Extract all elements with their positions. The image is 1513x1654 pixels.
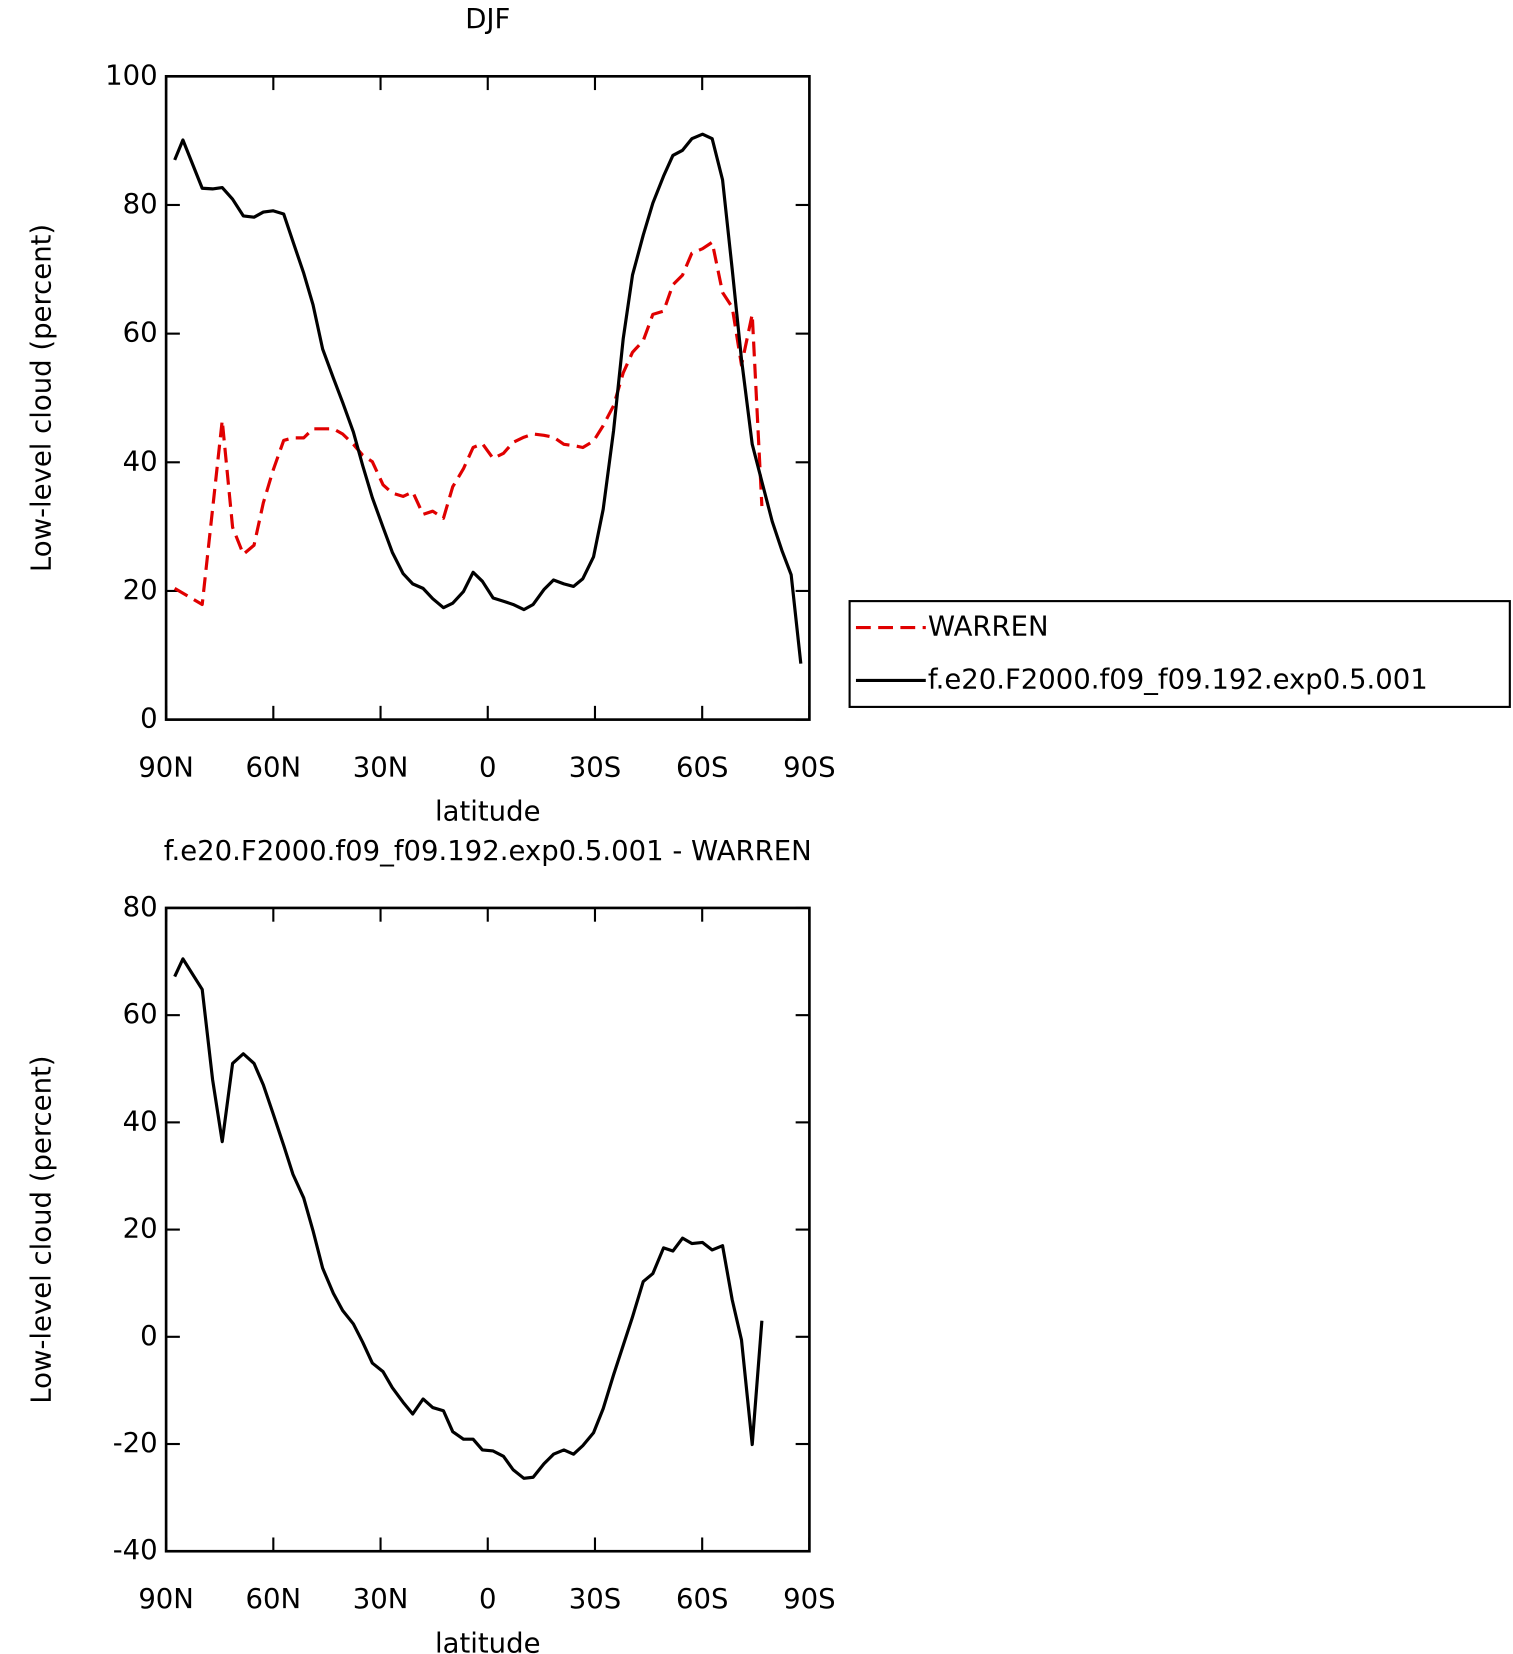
x-tick-label: 90S <box>783 751 835 783</box>
x-tick-label: 60S <box>676 1583 728 1615</box>
x-tick-label: 60S <box>676 751 728 783</box>
y-tick-label: 0 <box>140 1320 158 1352</box>
legend-label: f.e20.F2000.f09_f09.192.exp0.5.001 <box>928 663 1428 695</box>
chart-title: DJF <box>465 3 510 35</box>
x-tick-label: 30N <box>353 1583 409 1615</box>
data-line <box>173 132 803 664</box>
y-tick-label: 100 <box>105 59 158 91</box>
y-tick-label: 20 <box>123 1213 158 1245</box>
chart-title: f.e20.F2000.f09_f09.192.exp0.5.001 - WAR… <box>164 835 812 867</box>
x-tick-label: 30S <box>569 1583 621 1615</box>
plot-frame <box>164 906 811 1553</box>
x-tick-label: 60N <box>246 1583 302 1615</box>
x-tick-label: 90N <box>138 1583 194 1615</box>
y-tick-label: 40 <box>123 445 158 477</box>
x-tick-label: 90S <box>783 1583 835 1615</box>
x-tick-label: 0 <box>479 751 496 783</box>
data-line <box>173 240 764 607</box>
y-tick-label: -40 <box>113 1534 158 1566</box>
y-axis-label: Low-level cloud (percent) <box>25 224 57 572</box>
y-tick-label: 60 <box>123 998 158 1030</box>
x-tick-label: 0 <box>479 1583 496 1615</box>
data-line <box>173 957 764 1480</box>
y-tick-label: 0 <box>140 703 158 735</box>
x-tick-label: 90N <box>138 751 194 783</box>
x-tick-label: 60N <box>246 751 302 783</box>
y-tick-label: -20 <box>113 1427 158 1459</box>
x-axis-label: latitude <box>435 796 541 828</box>
x-tick-label: 30N <box>353 751 409 783</box>
y-tick-label: 80 <box>123 891 158 923</box>
legend-label: WARREN <box>928 611 1049 643</box>
y-axis-label: Low-level cloud (percent) <box>25 1055 57 1403</box>
x-tick-label: 30S <box>569 751 621 783</box>
y-tick-label: 60 <box>123 317 158 349</box>
y-tick-label: 20 <box>123 574 158 606</box>
legend-box <box>848 600 1511 708</box>
plot-frame <box>164 74 811 721</box>
x-axis-label: latitude <box>435 1627 541 1654</box>
y-tick-label: 40 <box>123 1105 158 1137</box>
y-tick-label: 80 <box>123 188 158 220</box>
